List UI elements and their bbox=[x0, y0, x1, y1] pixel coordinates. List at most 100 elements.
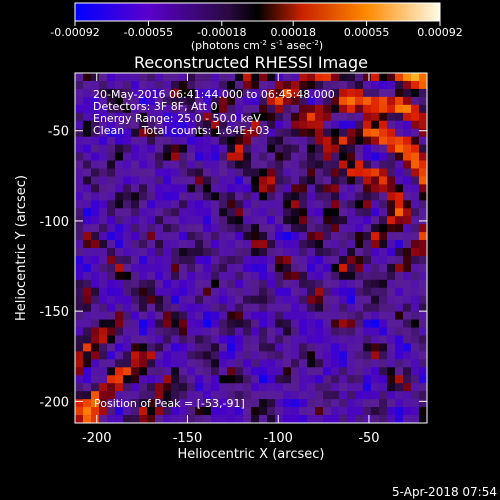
heatmap-cell bbox=[307, 168, 316, 177]
heatmap-cell bbox=[147, 136, 156, 145]
heatmap-cell bbox=[419, 104, 427, 114]
heatmap-cell bbox=[75, 343, 84, 352]
heatmap-cell bbox=[339, 80, 348, 90]
heatmap-cell bbox=[163, 391, 172, 400]
heatmap-cell bbox=[339, 287, 348, 297]
heatmap-cell bbox=[267, 120, 276, 129]
heatmap-cell bbox=[163, 319, 172, 328]
heatmap-cell bbox=[139, 407, 148, 416]
heatmap-cell bbox=[123, 104, 132, 114]
heatmap-cell bbox=[115, 351, 124, 360]
heatmap-cell bbox=[155, 287, 164, 297]
heatmap-cell bbox=[371, 88, 380, 98]
heatmap-cell bbox=[379, 415, 388, 423]
heatmap-cell bbox=[155, 176, 164, 185]
heatmap-cell bbox=[387, 184, 396, 193]
heatmap-cell bbox=[323, 391, 332, 400]
heatmap-cell bbox=[347, 255, 356, 265]
heatmap-cell bbox=[275, 112, 284, 122]
y-tick-label: -200 bbox=[39, 395, 69, 410]
heatmap-cell bbox=[411, 383, 420, 392]
heatmap-cell bbox=[251, 287, 260, 297]
heatmap-cell bbox=[91, 319, 100, 328]
heatmap-cell bbox=[131, 120, 140, 129]
heatmap-cell bbox=[403, 311, 412, 320]
heatmap-cell bbox=[163, 255, 172, 265]
heatmap-cell bbox=[275, 255, 284, 265]
heatmap-cell bbox=[347, 168, 356, 177]
heatmap-cell bbox=[419, 232, 427, 241]
heatmap-cell bbox=[251, 271, 260, 281]
heatmap-cell bbox=[251, 184, 260, 193]
heatmap-cell bbox=[99, 112, 108, 122]
heatmap-cell bbox=[267, 295, 276, 304]
heatmap-cell bbox=[307, 73, 316, 82]
heatmap-cell bbox=[379, 287, 388, 297]
heatmap-cell bbox=[331, 359, 340, 368]
heatmap-cell bbox=[163, 224, 172, 233]
heatmap-cell bbox=[403, 359, 412, 368]
heatmap-cell bbox=[363, 248, 372, 257]
heatmap-cell bbox=[115, 184, 124, 193]
heatmap-cell bbox=[291, 271, 300, 281]
heatmap-cell bbox=[219, 303, 228, 312]
heatmap-cell bbox=[195, 271, 204, 281]
heatmap-cell bbox=[139, 255, 148, 265]
heatmap-cell bbox=[155, 208, 164, 217]
heatmap-cell bbox=[371, 96, 380, 106]
heatmap-cell bbox=[259, 367, 268, 376]
heatmap-cell bbox=[235, 303, 244, 312]
heatmap-cell bbox=[419, 375, 427, 384]
heatmap-cell bbox=[203, 335, 212, 344]
heatmap-cell bbox=[219, 240, 228, 249]
heatmap-cell bbox=[179, 271, 188, 281]
heatmap-cell bbox=[227, 248, 236, 257]
heatmap-cell bbox=[163, 216, 172, 225]
heatmap-cell bbox=[75, 415, 84, 423]
heatmap-cell bbox=[275, 248, 284, 257]
heatmap-cell bbox=[99, 255, 108, 265]
heatmap-cell bbox=[83, 343, 92, 352]
heatmap-cell bbox=[211, 120, 220, 129]
heatmap-cell bbox=[347, 184, 356, 193]
heatmap-cell bbox=[131, 128, 140, 137]
heatmap-cell bbox=[387, 240, 396, 249]
heatmap-cell bbox=[419, 255, 427, 265]
heatmap-cell bbox=[83, 88, 92, 98]
heatmap-cell bbox=[75, 96, 84, 106]
heatmap-cell bbox=[139, 112, 148, 122]
heatmap-cell bbox=[195, 359, 204, 368]
heatmap-cell bbox=[419, 391, 427, 400]
heatmap-cell bbox=[243, 367, 252, 376]
heatmap-cell bbox=[83, 248, 92, 257]
heatmap-cell bbox=[395, 88, 404, 98]
heatmap-cell bbox=[155, 335, 164, 344]
heatmap-cell bbox=[75, 136, 84, 145]
heatmap-cell bbox=[395, 327, 404, 336]
heatmap-cell bbox=[323, 152, 332, 161]
heatmap-cell bbox=[403, 160, 412, 169]
heatmap-cell bbox=[163, 160, 172, 169]
heatmap-cell bbox=[115, 279, 124, 289]
heatmap-cell bbox=[155, 415, 164, 423]
heatmap-cell bbox=[139, 96, 148, 106]
heatmap-cell bbox=[251, 248, 260, 257]
heatmap-cell bbox=[291, 311, 300, 320]
heatmap-cell bbox=[115, 192, 124, 201]
heatmap-cell bbox=[395, 407, 404, 416]
heatmap-cell bbox=[211, 263, 220, 273]
heatmap-cell bbox=[211, 399, 220, 408]
heatmap-cell bbox=[283, 104, 292, 114]
heatmap-cell bbox=[291, 152, 300, 161]
heatmap-cell bbox=[243, 208, 252, 217]
heatmap-cell bbox=[187, 391, 196, 400]
heatmap-cell bbox=[243, 112, 252, 122]
heatmap-cell bbox=[147, 399, 156, 408]
heatmap-cell bbox=[307, 343, 316, 352]
heatmap-cell bbox=[195, 208, 204, 217]
heatmap-cell bbox=[203, 303, 212, 312]
heatmap-cell bbox=[235, 232, 244, 241]
heatmap-cell bbox=[387, 192, 396, 201]
heatmap-cell bbox=[339, 73, 348, 82]
heatmap-cell bbox=[363, 367, 372, 376]
